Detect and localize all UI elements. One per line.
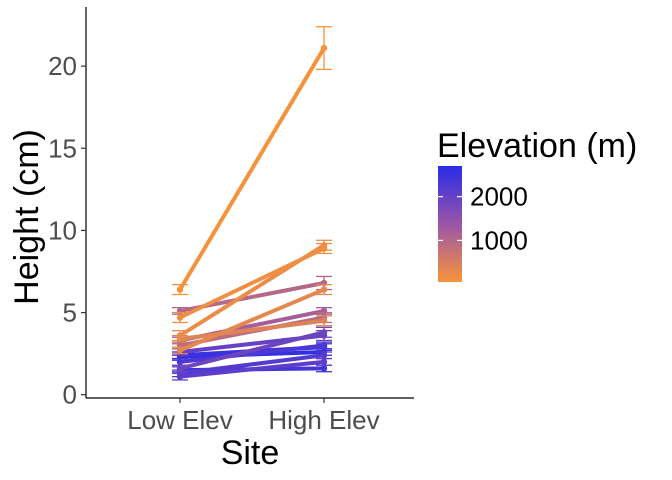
series-line xyxy=(178,353,326,376)
series-line xyxy=(178,246,326,320)
legend-tick-label: 1000 xyxy=(470,225,528,255)
data-point xyxy=(320,245,328,252)
data-point xyxy=(320,342,328,349)
plot-area xyxy=(172,26,332,381)
y-tick-label: 10 xyxy=(48,215,77,245)
data-point xyxy=(320,329,328,336)
x-axis-ticks: Low Elev High Elev xyxy=(127,398,380,435)
data-point xyxy=(320,365,328,372)
y-tick-label: 5 xyxy=(63,298,77,328)
series-line xyxy=(178,359,326,379)
data-point xyxy=(176,373,184,380)
legend-title: Elevation (m) xyxy=(437,127,637,165)
x-tick-label: Low Elev xyxy=(127,405,233,435)
y-axis-title: Height (cm) xyxy=(8,129,46,305)
series-line xyxy=(178,330,326,371)
data-point xyxy=(320,358,328,366)
series xyxy=(172,242,332,324)
series-line xyxy=(178,318,326,341)
series xyxy=(172,326,332,373)
series xyxy=(172,26,332,296)
series-line xyxy=(178,343,326,364)
y-tick-label: 15 xyxy=(48,133,77,163)
y-tick-label: 20 xyxy=(48,51,77,81)
data-point xyxy=(320,317,328,324)
x-axis-title: Site xyxy=(221,434,280,472)
data-point xyxy=(176,358,184,366)
series xyxy=(172,357,332,381)
data-point xyxy=(176,365,184,372)
data-point xyxy=(320,352,328,359)
legend-tick-label: 2000 xyxy=(470,182,528,212)
legend-colorbar xyxy=(438,166,462,282)
series xyxy=(172,315,332,343)
series-line xyxy=(178,46,326,292)
data-point xyxy=(176,347,184,354)
data-point xyxy=(320,44,328,52)
data-point xyxy=(176,314,184,321)
series-line xyxy=(178,287,326,353)
series xyxy=(172,283,332,355)
data-point xyxy=(320,286,328,293)
data-point xyxy=(176,332,184,339)
x-tick-label: High Elev xyxy=(268,405,379,435)
data-point xyxy=(176,286,184,293)
y-axis-ticks: 0 5 10 15 20 xyxy=(48,51,86,410)
legend-ticks: 1000 2000 xyxy=(438,182,528,255)
legend: Elevation (m) 1000 2000 xyxy=(437,127,637,282)
y-tick-label: 0 xyxy=(63,380,77,410)
